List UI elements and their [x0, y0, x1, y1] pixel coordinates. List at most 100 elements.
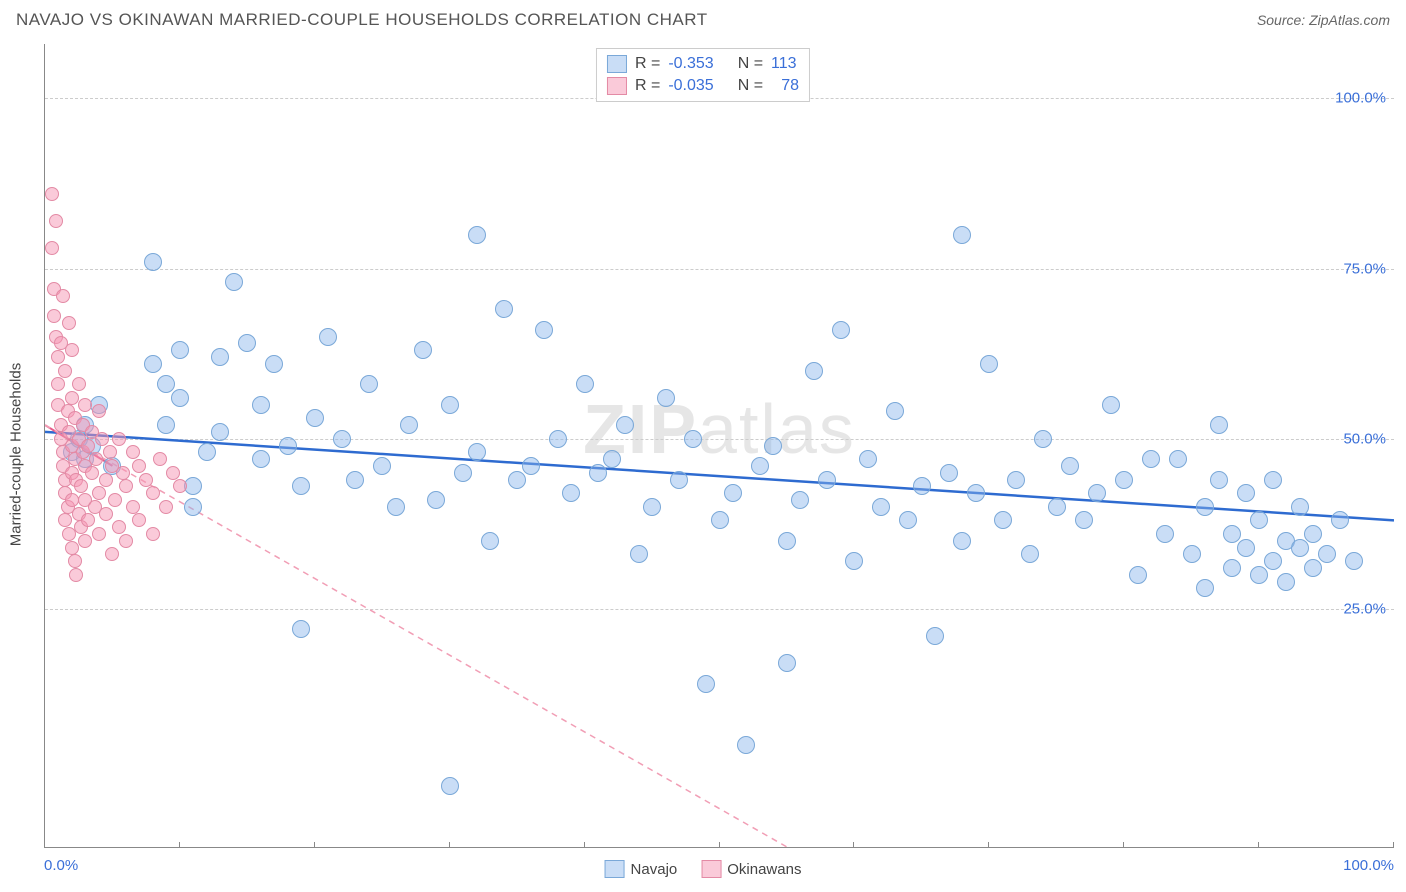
- okinawans-point: [119, 534, 133, 548]
- navajo-point: [414, 341, 432, 359]
- navajo-point: [1237, 539, 1255, 557]
- navajo-point: [211, 423, 229, 441]
- navajo-point: [279, 437, 297, 455]
- navajo-point: [967, 484, 985, 502]
- okinawans-point: [108, 493, 122, 507]
- trendlines: [45, 44, 1394, 847]
- legend-label-navajo: Navajo: [631, 861, 678, 878]
- okinawans-point: [62, 316, 76, 330]
- okinawans-point: [74, 479, 88, 493]
- navajo-point: [872, 498, 890, 516]
- x-tick: [44, 842, 45, 848]
- y-tick-label: 100.0%: [1335, 90, 1386, 107]
- navajo-point: [1061, 457, 1079, 475]
- navajo-point: [441, 777, 459, 795]
- navajo-point: [184, 498, 202, 516]
- navajo-point: [1196, 498, 1214, 516]
- navajo-point: [1115, 471, 1133, 489]
- okinawans-point: [132, 513, 146, 527]
- navajo-point: [859, 450, 877, 468]
- plot-area: ZIPatlas 25.0%50.0%75.0%100.0%: [44, 44, 1394, 848]
- navajo-point: [1250, 511, 1268, 529]
- navajo-point: [144, 253, 162, 271]
- navajo-point: [333, 430, 351, 448]
- x-tick: [988, 842, 989, 848]
- okinawans-point: [65, 493, 79, 507]
- okinawans-point: [99, 507, 113, 521]
- x-tick: [1123, 842, 1124, 848]
- okinawans-point: [159, 500, 173, 514]
- navajo-point: [157, 416, 175, 434]
- okinawans-point: [78, 534, 92, 548]
- navajo-point: [238, 334, 256, 352]
- navajo-point: [1264, 552, 1282, 570]
- x-tick: [449, 842, 450, 848]
- navajo-point: [252, 450, 270, 468]
- chart-container: NAVAJO VS OKINAWAN MARRIED-COUPLE HOUSEH…: [0, 0, 1406, 892]
- navajo-point: [1034, 430, 1052, 448]
- okinawans-point: [56, 289, 70, 303]
- navajo-point: [454, 464, 472, 482]
- navajo-point: [508, 471, 526, 489]
- navajo-point: [252, 396, 270, 414]
- navajo-point: [1210, 471, 1228, 489]
- navajo-point: [845, 552, 863, 570]
- n-label: N =: [738, 77, 763, 95]
- navajo-point: [832, 321, 850, 339]
- y-tick-label: 50.0%: [1343, 430, 1386, 447]
- navajo-point: [764, 437, 782, 455]
- okinawans-point: [166, 466, 180, 480]
- legend-label-okinawans: Okinawans: [727, 861, 801, 878]
- navajo-point: [1291, 498, 1309, 516]
- navajo-point: [751, 457, 769, 475]
- navajo-point: [1048, 498, 1066, 516]
- navajo-point: [1142, 450, 1160, 468]
- y-axis-label: Married-couple Households: [8, 363, 25, 546]
- watermark-atlas: atlas: [698, 390, 856, 468]
- navajo-point: [818, 471, 836, 489]
- okinawans-point: [112, 432, 126, 446]
- correlation-legend: R = -0.353 N = 113 R = -0.035 N = 78: [596, 48, 810, 102]
- navajo-point: [1264, 471, 1282, 489]
- navajo-point: [724, 484, 742, 502]
- watermark-zip: ZIP: [583, 390, 698, 468]
- navajo-point: [1210, 416, 1228, 434]
- okinawans-point: [92, 527, 106, 541]
- title-bar: NAVAJO VS OKINAWAN MARRIED-COUPLE HOUSEH…: [0, 0, 1406, 36]
- okinawans-point: [51, 350, 65, 364]
- bottom-legend: Navajo Okinawans: [605, 860, 802, 878]
- legend-item-navajo: Navajo: [605, 860, 678, 878]
- navajo-point: [549, 430, 567, 448]
- gridline: [45, 269, 1394, 270]
- navajo-point: [427, 491, 445, 509]
- navajo-point: [1156, 525, 1174, 543]
- okinawan-r-value: -0.035: [668, 77, 713, 95]
- source-label: Source: ZipAtlas.com: [1257, 12, 1390, 28]
- swatch-navajo: [607, 55, 627, 73]
- y-tick-label: 75.0%: [1343, 260, 1386, 277]
- navajo-point: [1250, 566, 1268, 584]
- okinawans-point: [78, 398, 92, 412]
- okinawans-point: [65, 541, 79, 555]
- navajo-point: [980, 355, 998, 373]
- navajo-point: [1088, 484, 1106, 502]
- navajo-r-value: -0.353: [668, 55, 713, 73]
- x-label-right: 100.0%: [1343, 857, 1394, 874]
- navajo-point: [292, 620, 310, 638]
- navajo-point: [562, 484, 580, 502]
- navajo-n-value: 113: [771, 55, 797, 73]
- navajo-point: [886, 402, 904, 420]
- okinawans-point: [105, 547, 119, 561]
- okinawans-point: [116, 466, 130, 480]
- x-tick: [853, 842, 854, 848]
- navajo-point: [1345, 552, 1363, 570]
- navajo-point: [913, 477, 931, 495]
- navajo-point: [1331, 511, 1349, 529]
- navajo-point: [589, 464, 607, 482]
- navajo-point: [292, 477, 310, 495]
- navajo-point: [953, 532, 971, 550]
- legend-item-okinawans: Okinawans: [701, 860, 801, 878]
- navajo-point: [737, 736, 755, 754]
- navajo-point: [1304, 525, 1322, 543]
- okinawans-point: [58, 364, 72, 378]
